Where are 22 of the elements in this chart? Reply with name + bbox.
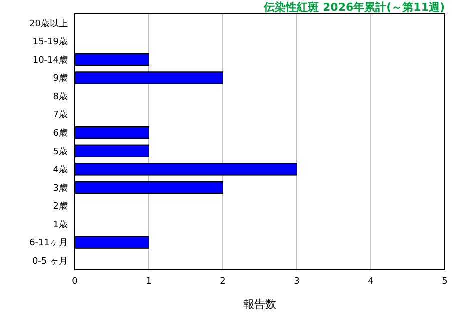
x-tick-label: 2 xyxy=(220,277,226,287)
x-tick-label: 3 xyxy=(294,277,300,287)
x-tick-label: 1 xyxy=(146,277,152,287)
y-tick-label: 9歳 xyxy=(53,73,68,84)
y-tick-label: 6-11ヶ月 xyxy=(30,238,68,249)
y-tick-label: 4歳 xyxy=(53,164,68,176)
x-tick-label: 4 xyxy=(368,277,374,287)
y-tick-label: 8歳 xyxy=(53,91,68,102)
y-tick-label: 3歳 xyxy=(53,182,68,194)
x-tick-label: 5 xyxy=(442,277,448,287)
chart-title: 伝染性紅斑 2026年累計(～第11週) xyxy=(263,1,445,14)
y-tick-label: 2歳 xyxy=(53,201,68,212)
y-tick-label: 7歳 xyxy=(53,110,68,121)
y-tick-label: 0-5 ヶ月 xyxy=(32,257,68,268)
x-axis-title: 報告数 xyxy=(244,298,276,311)
y-tick-label: 1歳 xyxy=(53,219,68,230)
x-tick-label: 0 xyxy=(72,277,78,287)
y-tick-label: 10-14歳 xyxy=(32,54,68,66)
y-tick-label: 15-19歳 xyxy=(32,36,68,48)
y-tick-label: 6歳 xyxy=(53,128,68,140)
y-tick-label: 20歳以上 xyxy=(30,18,68,30)
y-tick-label: 5歳 xyxy=(53,146,68,158)
